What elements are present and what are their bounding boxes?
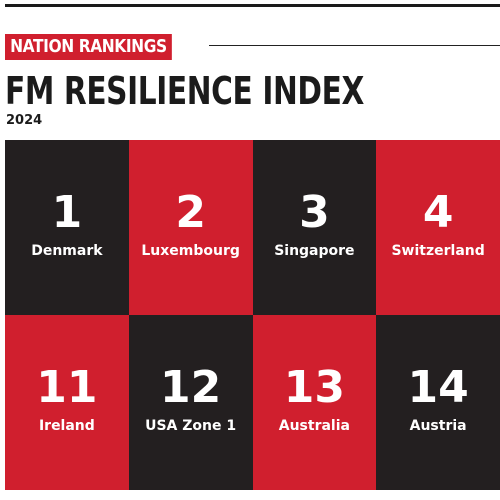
ranking-card-usa-zone-1: 12 USA Zone 1	[128, 315, 253, 490]
country-name: Australia	[278, 418, 350, 434]
rank-number: 14	[407, 362, 469, 413]
ranking-card-switzerland: 4 Switzerland	[376, 140, 500, 315]
country-name: Denmark	[31, 243, 103, 259]
rank-number: 12	[160, 362, 222, 413]
page-title: FM RESILIENCE INDEX	[5, 69, 364, 113]
rank-number: 11	[36, 362, 98, 413]
rank-number: 3	[299, 187, 330, 238]
country-name: Singapore	[274, 243, 355, 259]
rank-number: 1	[51, 187, 83, 238]
rank-number: 4	[422, 187, 454, 238]
ranking-card-denmark: 1 Denmark	[5, 140, 129, 315]
ranking-card-austria: 14 Austria	[376, 315, 500, 490]
ranking-card-australia: 13 Australia	[252, 315, 377, 490]
country-name: Luxembourg	[141, 243, 240, 259]
ranking-card-singapore: 3 Singapore	[252, 140, 377, 315]
header-divider	[209, 45, 500, 46]
section-badge: NATION RANKINGS	[5, 34, 172, 60]
rank-number: 13	[283, 362, 345, 413]
country-name: Switzerland	[391, 243, 485, 259]
rankings-grid: 1 Denmark 2 Luxembourg 3 Singapore 4 Swi…	[5, 140, 500, 490]
rank-number: 2	[175, 187, 206, 238]
page-year: 2024	[6, 113, 43, 128]
country-name: USA Zone 1	[145, 418, 237, 434]
top-rule	[5, 4, 500, 7]
country-name: Austria	[409, 418, 467, 434]
ranking-card-luxembourg: 2 Luxembourg	[128, 140, 253, 315]
ranking-card-ireland: 11 Ireland	[5, 315, 129, 490]
country-name: Ireland	[38, 418, 95, 434]
